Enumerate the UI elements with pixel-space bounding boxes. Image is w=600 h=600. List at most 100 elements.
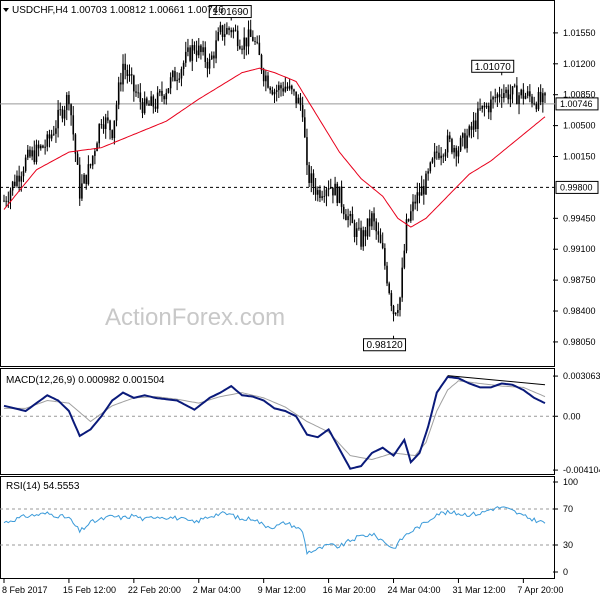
macd-axis-labels: 0.003063 0.00 -0.004104 — [553, 371, 600, 475]
candle-body — [360, 227, 362, 247]
time-tick-label: 24 Mar 04:00 — [388, 585, 441, 595]
candle-body — [81, 183, 83, 199]
candle-body — [113, 120, 116, 139]
time-tick-label: 15 Feb 12:00 — [63, 585, 116, 595]
candle-body — [284, 86, 287, 92]
candle-body — [509, 94, 512, 100]
price-tick-label: 0.99100 — [563, 244, 596, 254]
macd-panel-title: MACD(12,26,9) 0.000982 0.001504 — [6, 375, 165, 386]
candle-body — [9, 190, 12, 201]
candle-body — [135, 91, 137, 93]
rsi-panel-frame — [0, 476, 555, 579]
candle-body — [479, 108, 481, 110]
candle-body — [332, 187, 334, 196]
candle-body — [120, 82, 122, 85]
candle-body — [83, 174, 85, 184]
candle-body — [325, 189, 328, 197]
time-tick-label: 7 Apr 20:00 — [517, 585, 563, 595]
candle-body — [340, 186, 343, 207]
time-tick-label: 8 Feb 2017 — [2, 585, 48, 595]
candle-body — [184, 51, 187, 63]
candle-body — [412, 201, 414, 212]
macd-tick-label: 0.00 — [563, 411, 581, 421]
candle-body — [161, 90, 163, 96]
candle-body — [474, 120, 477, 130]
candle-body — [273, 91, 276, 95]
candle-body — [518, 95, 520, 105]
candle-body — [394, 312, 397, 315]
candle-body — [316, 190, 319, 195]
candle-body — [46, 134, 49, 147]
candle-body — [342, 206, 345, 215]
candle-body — [308, 165, 310, 183]
price-annotations: 1.01690 1.01070 0.98120 — [208, 5, 515, 352]
candle-body — [195, 50, 198, 56]
candle-body — [57, 109, 59, 129]
time-tick-label: 16 Mar 20:00 — [323, 585, 376, 595]
candle-body — [371, 213, 373, 227]
candle-body — [55, 128, 57, 134]
candle-body — [353, 223, 356, 237]
candle-body — [76, 153, 79, 165]
candle-body — [122, 63, 124, 85]
candle-body — [362, 230, 365, 247]
candle-body — [200, 45, 202, 53]
candle-body — [453, 147, 455, 153]
candle-body — [336, 183, 339, 203]
candle-body — [390, 293, 393, 307]
candle-body — [327, 188, 330, 190]
candle-body — [91, 155, 94, 166]
candle-body — [128, 74, 131, 77]
price-tick-label: 1.01200 — [563, 59, 596, 69]
candle-body — [442, 155, 445, 157]
candle-body — [427, 171, 429, 174]
price-axis-labels: 1.01550 1.01200 1.00850 1.00500 1.00150 0.994… — [553, 28, 599, 347]
candle-body — [31, 150, 33, 157]
candle-body — [152, 96, 155, 107]
candle-body — [39, 145, 42, 149]
candle-body — [59, 109, 62, 111]
dropdown-triangle-icon[interactable] — [3, 8, 9, 12]
candle-body — [310, 173, 313, 183]
candle-body — [104, 117, 107, 129]
candle-body — [148, 103, 150, 106]
candle-body — [239, 46, 241, 49]
candle-body — [295, 91, 297, 104]
candle-body — [50, 134, 53, 139]
candle-body — [498, 94, 501, 97]
candle-body — [16, 175, 18, 186]
macd-tick-label: 0.003063 — [563, 371, 600, 381]
candle-body — [544, 93, 546, 96]
candle-body — [410, 211, 412, 221]
candle-body — [280, 85, 282, 89]
candle-body — [314, 186, 317, 195]
time-axis-labels: 8 Feb 2017 15 Feb 12:00 22 Feb 20:00 2 Mar … — [2, 578, 563, 595]
price-tick-label: 0.98050 — [563, 337, 596, 347]
time-tick-label: 22 Feb 20:00 — [128, 585, 181, 595]
candle-body — [89, 164, 92, 166]
candle-body — [100, 124, 103, 125]
time-tick-label: 9 Mar 12:00 — [258, 585, 306, 595]
rsi-tick-label: 30 — [563, 540, 573, 550]
candle-body — [139, 92, 142, 102]
candle-body — [457, 150, 460, 157]
candle-body — [494, 97, 497, 99]
candle-body — [533, 103, 535, 105]
candle-body — [401, 267, 403, 298]
candle-body — [429, 162, 432, 172]
time-tick-label: 2 Mar 04:00 — [193, 585, 241, 595]
candle-body — [154, 106, 157, 109]
candle-body — [455, 147, 458, 157]
candle-body — [210, 55, 213, 60]
candle-body — [492, 97, 494, 100]
candle-body — [459, 137, 462, 151]
candle-body — [247, 29, 250, 47]
candle-body — [487, 105, 490, 113]
candle-body — [481, 105, 484, 109]
candle-body — [347, 216, 349, 221]
candle-body — [187, 47, 189, 52]
candle-body — [180, 69, 183, 79]
candle-body — [107, 117, 109, 121]
candle-body — [124, 63, 126, 70]
